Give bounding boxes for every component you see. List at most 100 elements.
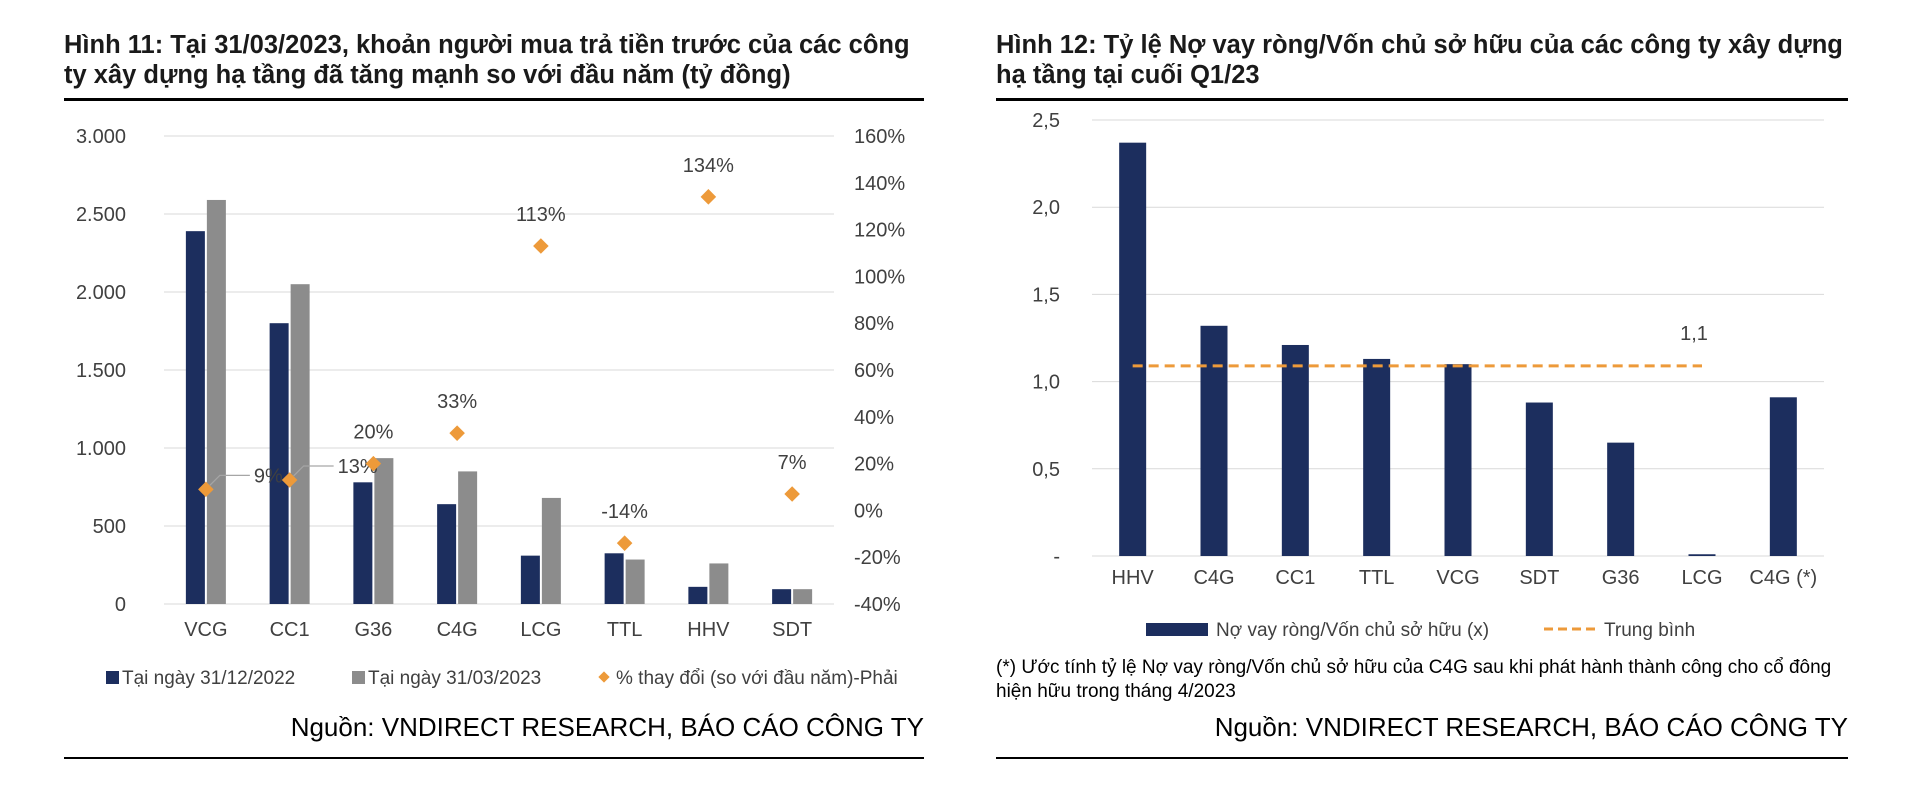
y2-tick-label: 40% — [854, 407, 894, 429]
data-label-leader — [293, 465, 334, 477]
data-label-leader — [209, 474, 250, 486]
y-tick-label: 1,5 — [1032, 284, 1060, 306]
y-tick-label: 0 — [115, 594, 126, 616]
bar-2022 — [353, 482, 373, 604]
average-label: 1,1 — [1680, 323, 1708, 345]
bar-2023 — [793, 589, 813, 604]
x-tick-label: HHV — [687, 619, 730, 641]
bar-2022 — [520, 555, 540, 604]
y2-tick-label: -20% — [854, 547, 901, 569]
x-tick-label: SDT — [772, 619, 812, 641]
y-tick-label: - — [1053, 546, 1060, 568]
figure-12-bottom-rule — [996, 757, 1848, 759]
y-tick-label: 2.000 — [76, 282, 126, 304]
bar-net-debt-equity — [1119, 142, 1147, 556]
pct-change-point — [449, 425, 465, 441]
pct-change-point — [784, 486, 800, 502]
legend-label: % thay đổi (so với đầu năm)-Phải — [616, 668, 898, 689]
x-tick-label: HHV — [1112, 567, 1155, 589]
y-tick-label: 500 — [93, 516, 126, 538]
y-tick-label: 1.000 — [76, 438, 126, 460]
bar-2022 — [437, 504, 457, 604]
bar-2023 — [374, 458, 394, 604]
data-label: 134% — [683, 155, 734, 177]
data-label: 20% — [353, 422, 393, 444]
x-tick-label: LCG — [1681, 567, 1722, 589]
figure-11-top-rule — [64, 98, 924, 101]
data-label: -14% — [601, 501, 648, 523]
y2-tick-label: 20% — [854, 454, 894, 476]
legend-swatch-bar — [1146, 623, 1208, 636]
legend-swatch-2022 — [106, 671, 119, 684]
bar-net-debt-equity — [1769, 397, 1797, 556]
figure-11-bottom-rule — [64, 757, 924, 759]
bar-2022 — [772, 589, 792, 604]
figure-12-source: Nguồn: VNDIRECT RESEARCH, BÁO CÁO CÔNG T… — [1214, 712, 1848, 742]
x-tick-label: TTL — [607, 619, 643, 641]
y-tick-label: 2,0 — [1032, 197, 1060, 219]
x-tick-label: VCG — [1436, 567, 1479, 589]
data-label: 9% — [254, 465, 283, 487]
bar-2022 — [604, 553, 624, 604]
pct-change-point — [198, 481, 214, 498]
bar-net-debt-equity — [1688, 554, 1716, 556]
y-tick-label: 3.000 — [76, 126, 126, 148]
x-tick-label: CC1 — [1275, 567, 1315, 589]
x-tick-label: C4G — [437, 619, 478, 641]
data-label: 7% — [778, 452, 807, 474]
y2-tick-label: 120% — [854, 220, 905, 242]
y2-tick-label: 0% — [854, 500, 883, 522]
bar-net-debt-equity — [1525, 402, 1553, 556]
y-tick-label: 1.500 — [76, 360, 126, 382]
bar-net-debt-equity — [1200, 325, 1228, 556]
figure-11-chart: 0 500 1.000 1.500 2.000 2.500 3.000 -40% -20% 0% 2… — [76, 126, 905, 689]
y2-tick-label: -40% — [854, 594, 901, 616]
y-tick-label: 2.500 — [76, 204, 126, 226]
x-tick-label: CC1 — [270, 619, 310, 641]
bar-net-debt-equity — [1281, 344, 1309, 556]
x-tick-label: G36 — [354, 619, 392, 641]
legend-swatch-2023 — [352, 671, 365, 684]
legend-label: Tại ngày 31/03/2023 — [368, 668, 541, 689]
bar-2022 — [269, 323, 289, 604]
figure-12-chart: - 0,5 1,0 1,5 2,0 2,5 HHV C4G CC1 TTL VCG SDT G36 LCG… — [1032, 110, 1824, 641]
y-tick-label: 2,5 — [1032, 110, 1060, 132]
bar-net-debt-equity — [1363, 358, 1391, 556]
legend-label: Tại ngày 31/12/2022 — [122, 668, 295, 689]
figure-11-source: Nguồn: VNDIRECT RESEARCH, BÁO CÁO CÔNG T… — [290, 712, 924, 742]
x-tick-label: C4G (*) — [1749, 567, 1817, 589]
x-tick-label: SDT — [1519, 567, 1559, 589]
pct-change-point — [616, 535, 633, 551]
figure-11-title: Hình 11: Tại 31/03/2023, khoản người mua… — [64, 31, 910, 89]
y2-tick-label: 160% — [854, 126, 905, 148]
bar-2023 — [458, 471, 478, 604]
x-tick-label: LCG — [520, 619, 561, 641]
y-tick-label: 0,5 — [1032, 459, 1060, 481]
bar-2023 — [206, 199, 226, 604]
bar-net-debt-equity — [1444, 364, 1472, 556]
data-label: 113% — [516, 204, 566, 226]
legend-label: Nợ vay ròng/Vốn chủ sở hữu (x) — [1216, 620, 1489, 641]
x-tick-label: G36 — [1602, 567, 1640, 589]
y2-tick-label: 140% — [854, 173, 905, 195]
figure-12-top-rule — [996, 98, 1848, 101]
data-label: 33% — [437, 391, 477, 413]
x-tick-label: VCG — [184, 619, 227, 641]
pct-change-point — [700, 189, 717, 205]
y2-tick-label: 80% — [854, 313, 894, 335]
bar-2023 — [290, 284, 310, 604]
x-tick-label: C4G — [1193, 567, 1234, 589]
legend-label: Trung bình — [1604, 620, 1695, 641]
y-tick-label: 1,0 — [1032, 372, 1060, 394]
bar-net-debt-equity — [1607, 442, 1635, 556]
legend-swatch-pct — [598, 671, 610, 683]
bar-2022 — [185, 231, 205, 604]
bar-2023 — [709, 563, 729, 604]
bar-2023 — [625, 559, 645, 604]
bar-2022 — [688, 586, 708, 604]
pct-change-point — [533, 238, 549, 254]
y2-tick-label: 60% — [854, 360, 894, 382]
y2-tick-label: 100% — [854, 266, 905, 288]
figure-12-title: Hình 12: Tỷ lệ Nợ vay ròng/Vốn chủ sở hữ… — [996, 31, 1843, 89]
figure-12-footnote: (*) Ước tính tỷ lệ Nợ vay ròng/Vốn chủ s… — [996, 657, 1832, 702]
